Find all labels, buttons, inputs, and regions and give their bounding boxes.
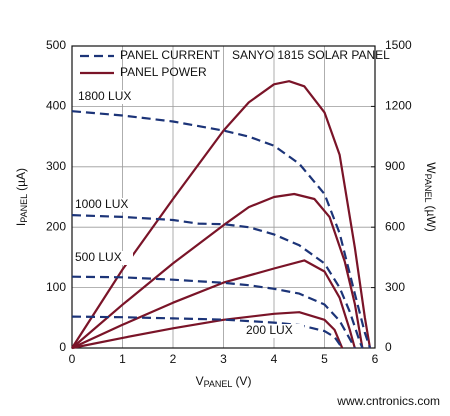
current-curve <box>71 214 364 349</box>
x-tick-label: 4 <box>271 352 278 366</box>
power-curve <box>71 192 364 349</box>
lux-label: 1000 LUX <box>75 197 128 211</box>
current-curve <box>71 275 356 349</box>
label-bg <box>76 90 136 104</box>
power-curve <box>71 259 356 349</box>
y-tick-label: 200 <box>46 219 66 233</box>
current-curve <box>71 315 344 349</box>
y2-axis-label-sub: PANEL <box>423 174 433 203</box>
y2-tick-label: 600 <box>385 219 405 233</box>
y2-tick-label: 1200 <box>385 99 412 113</box>
y2-axis-label-unit: (µW) <box>424 205 438 231</box>
x-tick-label: 5 <box>321 352 328 366</box>
y-axis-label-main: I <box>14 223 28 226</box>
y-tick-label: 0 <box>59 340 66 354</box>
x-tick-label: 3 <box>220 352 227 366</box>
y2-tick-label: 1500 <box>385 38 412 52</box>
y2-axis-label: WPANEL (µW) <box>423 162 438 231</box>
label-bg <box>73 198 133 212</box>
x-tick-label: 6 <box>372 352 379 366</box>
y-axis-label: IPANEL (µA) <box>14 168 29 226</box>
lux-label: 1800 LUX <box>78 89 131 103</box>
legend-label: PANEL POWER <box>120 65 207 79</box>
plot-frame <box>71 45 376 349</box>
x-tick-label: 0 <box>69 352 76 366</box>
lux-label: 500 LUX <box>75 250 122 264</box>
y-tick-label: 100 <box>46 280 66 294</box>
y-tick-label: 300 <box>46 159 66 173</box>
chart-title: SANYO 1815 SOLAR PANEL <box>232 48 390 62</box>
x-tick-label: 2 <box>170 352 177 366</box>
y2-tick-label: 300 <box>385 280 405 294</box>
power-curve <box>71 80 372 349</box>
y-tick-label: 400 <box>46 99 66 113</box>
y-axis-label-unit: (µA) <box>14 168 28 191</box>
y2-axis-label-main: W <box>424 162 438 174</box>
x-axis-label-main: V <box>196 374 204 388</box>
lux-label: 200 LUX <box>246 323 293 337</box>
watermark: www.cntronics.com <box>336 394 440 408</box>
y-axis-label-sub: PANEL <box>19 194 29 223</box>
x-tick-label: 1 <box>119 352 126 366</box>
y2-tick-label: 900 <box>385 159 405 173</box>
label-bg <box>244 324 304 338</box>
y-tick-label: 500 <box>46 38 66 52</box>
legend-label: PANEL CURRENT <box>120 48 221 62</box>
label-bg <box>73 251 133 265</box>
x-axis-label: VPANEL (V) <box>196 374 252 389</box>
x-axis-label-sub: PANEL <box>204 379 233 389</box>
y2-tick-label: 0 <box>385 340 392 354</box>
current-curve <box>71 110 372 349</box>
power-curve <box>71 311 344 350</box>
x-axis-label-unit: (V) <box>235 374 251 388</box>
